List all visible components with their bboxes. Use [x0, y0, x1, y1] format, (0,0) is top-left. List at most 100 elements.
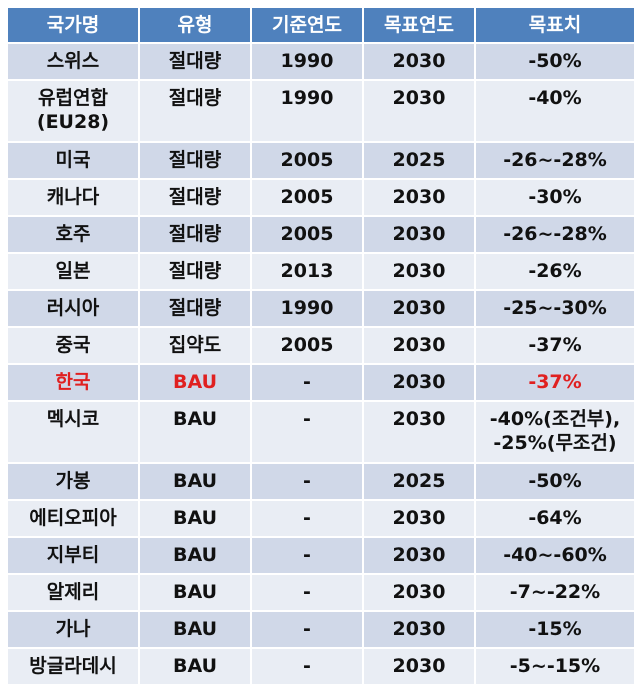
cell-country: 러시아 — [6, 289, 140, 328]
cell-goal: -64% — [474, 499, 636, 538]
cell-target-year: 2030 — [362, 215, 476, 254]
cell-target-year: 2030 — [362, 610, 476, 649]
cell-country: 알제리 — [6, 573, 140, 612]
cell-base-year: - — [250, 536, 364, 575]
cell-base-year: 2005 — [250, 215, 364, 254]
cell-type: 집약도 — [138, 326, 252, 365]
table-row: 멕시코 BAU -2030 -40%(조건부), -25%(무조건) — [6, 400, 636, 464]
cell-type: 절대량 — [138, 289, 252, 328]
cell-target-year: 2025 — [362, 462, 476, 501]
cell-country: 멕시코 — [6, 400, 140, 464]
table-row: 가나 BAU -2030 -15% — [6, 610, 636, 649]
cell-country: 미국 — [6, 141, 140, 180]
cell-base-year: - — [250, 462, 364, 501]
header-base-year: 기준연도 — [250, 6, 364, 44]
cell-goal: -5~-15% — [474, 647, 636, 686]
table-row: 호주 절대량 2005 2030 -26~-28% — [6, 215, 636, 254]
cell-goal: -7~-22% — [474, 573, 636, 612]
cell-country: 캐나다 — [6, 178, 140, 217]
table-body: 스위스 절대량 1990 2030 -50% 유럽연합 (EU28) 절대량 1990 2030… — [6, 42, 636, 686]
table-header-row: 국가명 유형 기준연도 목표연도 목표치 — [6, 6, 636, 44]
cell-target-year: 2030 — [362, 400, 476, 464]
table-row: 러시아 절대량 1990 2030 -25~-30% — [6, 289, 636, 328]
cell-base-year: 2005 — [250, 326, 364, 365]
table-row: 한국 BAU -2030 -37% — [6, 363, 636, 402]
cell-target-year: 2025 — [362, 141, 476, 180]
cell-target-year: 2030 — [362, 647, 476, 686]
cell-target-year: 2030 — [362, 363, 476, 402]
table-row: 지부티 BAU -2030 -40~-60% — [6, 536, 636, 575]
cell-base-year: 2005 — [250, 178, 364, 217]
cell-type: BAU — [138, 499, 252, 538]
cell-goal: -50% — [474, 42, 636, 81]
cell-country: 일본 — [6, 252, 140, 291]
cell-base-year: - — [250, 499, 364, 538]
ndc-targets-table: 국가명 유형 기준연도 목표연도 목표치 스위스 절대량 1990 2030 -50% 유… — [6, 6, 636, 686]
table-row: 가봉 BAU -2025 -50% — [6, 462, 636, 501]
cell-type: 절대량 — [138, 42, 252, 81]
cell-goal: -40%(조건부), -25%(무조건) — [474, 400, 636, 464]
cell-base-year: - — [250, 363, 364, 402]
ndc-table-container: 국가명 유형 기준연도 목표연도 목표치 스위스 절대량 1990 2030 -50% 유… — [6, 6, 636, 686]
table-row: 에티오피아 BAU -2030 -64% — [6, 499, 636, 538]
cell-goal: -15% — [474, 610, 636, 649]
cell-type: 절대량 — [138, 178, 252, 217]
cell-base-year: 2005 — [250, 141, 364, 180]
cell-target-year: 2030 — [362, 289, 476, 328]
cell-base-year: 1990 — [250, 79, 364, 143]
cell-country: 가나 — [6, 610, 140, 649]
cell-goal: -40% — [474, 79, 636, 143]
cell-target-year: 2030 — [362, 499, 476, 538]
cell-type: BAU — [138, 536, 252, 575]
cell-base-year: 1990 — [250, 42, 364, 81]
cell-country: 유럽연합 (EU28) — [6, 79, 140, 143]
table-row: 스위스 절대량 1990 2030 -50% — [6, 42, 636, 81]
cell-goal: -40~-60% — [474, 536, 636, 575]
cell-type: BAU — [138, 610, 252, 649]
cell-country: 한국 — [6, 363, 140, 402]
cell-target-year: 2030 — [362, 326, 476, 365]
cell-goal: -37% — [474, 326, 636, 365]
cell-goal: -26% — [474, 252, 636, 291]
cell-type: BAU — [138, 647, 252, 686]
cell-base-year: 1990 — [250, 289, 364, 328]
table-row: 일본 절대량 2013 2030 -26% — [6, 252, 636, 291]
cell-type: 절대량 — [138, 215, 252, 254]
cell-target-year: 2030 — [362, 178, 476, 217]
cell-type: 절대량 — [138, 252, 252, 291]
cell-country: 방글라데시 — [6, 647, 140, 686]
table-row: 알제리 BAU -2030 -7~-22% — [6, 573, 636, 612]
header-type: 유형 — [138, 6, 252, 44]
cell-goal: -26~-28% — [474, 141, 636, 180]
cell-goal: -37% — [474, 363, 636, 402]
cell-country: 중국 — [6, 326, 140, 365]
header-target-year: 목표연도 — [362, 6, 476, 44]
cell-base-year: - — [250, 573, 364, 612]
cell-target-year: 2030 — [362, 536, 476, 575]
cell-type: 절대량 — [138, 79, 252, 143]
cell-goal: -26~-28% — [474, 215, 636, 254]
cell-base-year: - — [250, 400, 364, 464]
cell-type: BAU — [138, 573, 252, 612]
cell-target-year: 2030 — [362, 42, 476, 81]
table-row: 중국 집약도 2005 2030 -37% — [6, 326, 636, 365]
cell-country: 호주 — [6, 215, 140, 254]
header-goal: 목표치 — [474, 6, 636, 44]
cell-target-year: 2030 — [362, 252, 476, 291]
cell-country: 스위스 — [6, 42, 140, 81]
cell-country: 가봉 — [6, 462, 140, 501]
cell-base-year: - — [250, 647, 364, 686]
cell-goal: -25~-30% — [474, 289, 636, 328]
cell-country: 에티오피아 — [6, 499, 140, 538]
cell-type: BAU — [138, 363, 252, 402]
table-row: 방글라데시 BAU -2030 -5~-15% — [6, 647, 636, 686]
cell-target-year: 2030 — [362, 79, 476, 143]
cell-base-year: - — [250, 610, 364, 649]
cell-goal: -50% — [474, 462, 636, 501]
cell-type: 절대량 — [138, 141, 252, 180]
cell-target-year: 2030 — [362, 573, 476, 612]
cell-type: BAU — [138, 462, 252, 501]
table-row: 미국 절대량 2005 2025 -26~-28% — [6, 141, 636, 180]
table-row: 캐나다 절대량 2005 2030 -30% — [6, 178, 636, 217]
header-country: 국가명 — [6, 6, 140, 44]
